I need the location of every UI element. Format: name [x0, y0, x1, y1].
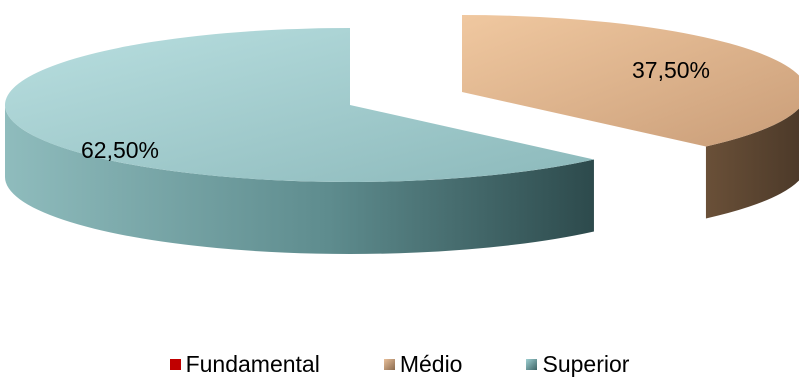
pie-chart: 37,50% 62,50% [4, 15, 799, 255]
slice-top-superior [4, 28, 594, 182]
legend-item-superior: Superior [526, 351, 629, 378]
legend-swatch-fundamental [169, 358, 181, 370]
legend-label-medio: Médio [399, 350, 463, 377]
legend-item-fundamental: Fundamental [169, 350, 320, 378]
slice-side-medio [705, 108, 799, 219]
slice-top-medio [462, 15, 799, 147]
slice-label-medio: 37,50% [632, 57, 710, 83]
legend-label-superior: Superior [542, 350, 630, 377]
legend-label-fundamental: Fundamental [185, 350, 320, 377]
slice-side-superior [5, 105, 594, 255]
legend: Fundamental Médio Superior [0, 349, 799, 379]
legend-swatch-medio [383, 358, 395, 370]
slice-label-superior: 62,50% [81, 137, 159, 163]
legend-item-medio: Médio [383, 350, 463, 378]
legend-swatch-superior [526, 358, 538, 370]
